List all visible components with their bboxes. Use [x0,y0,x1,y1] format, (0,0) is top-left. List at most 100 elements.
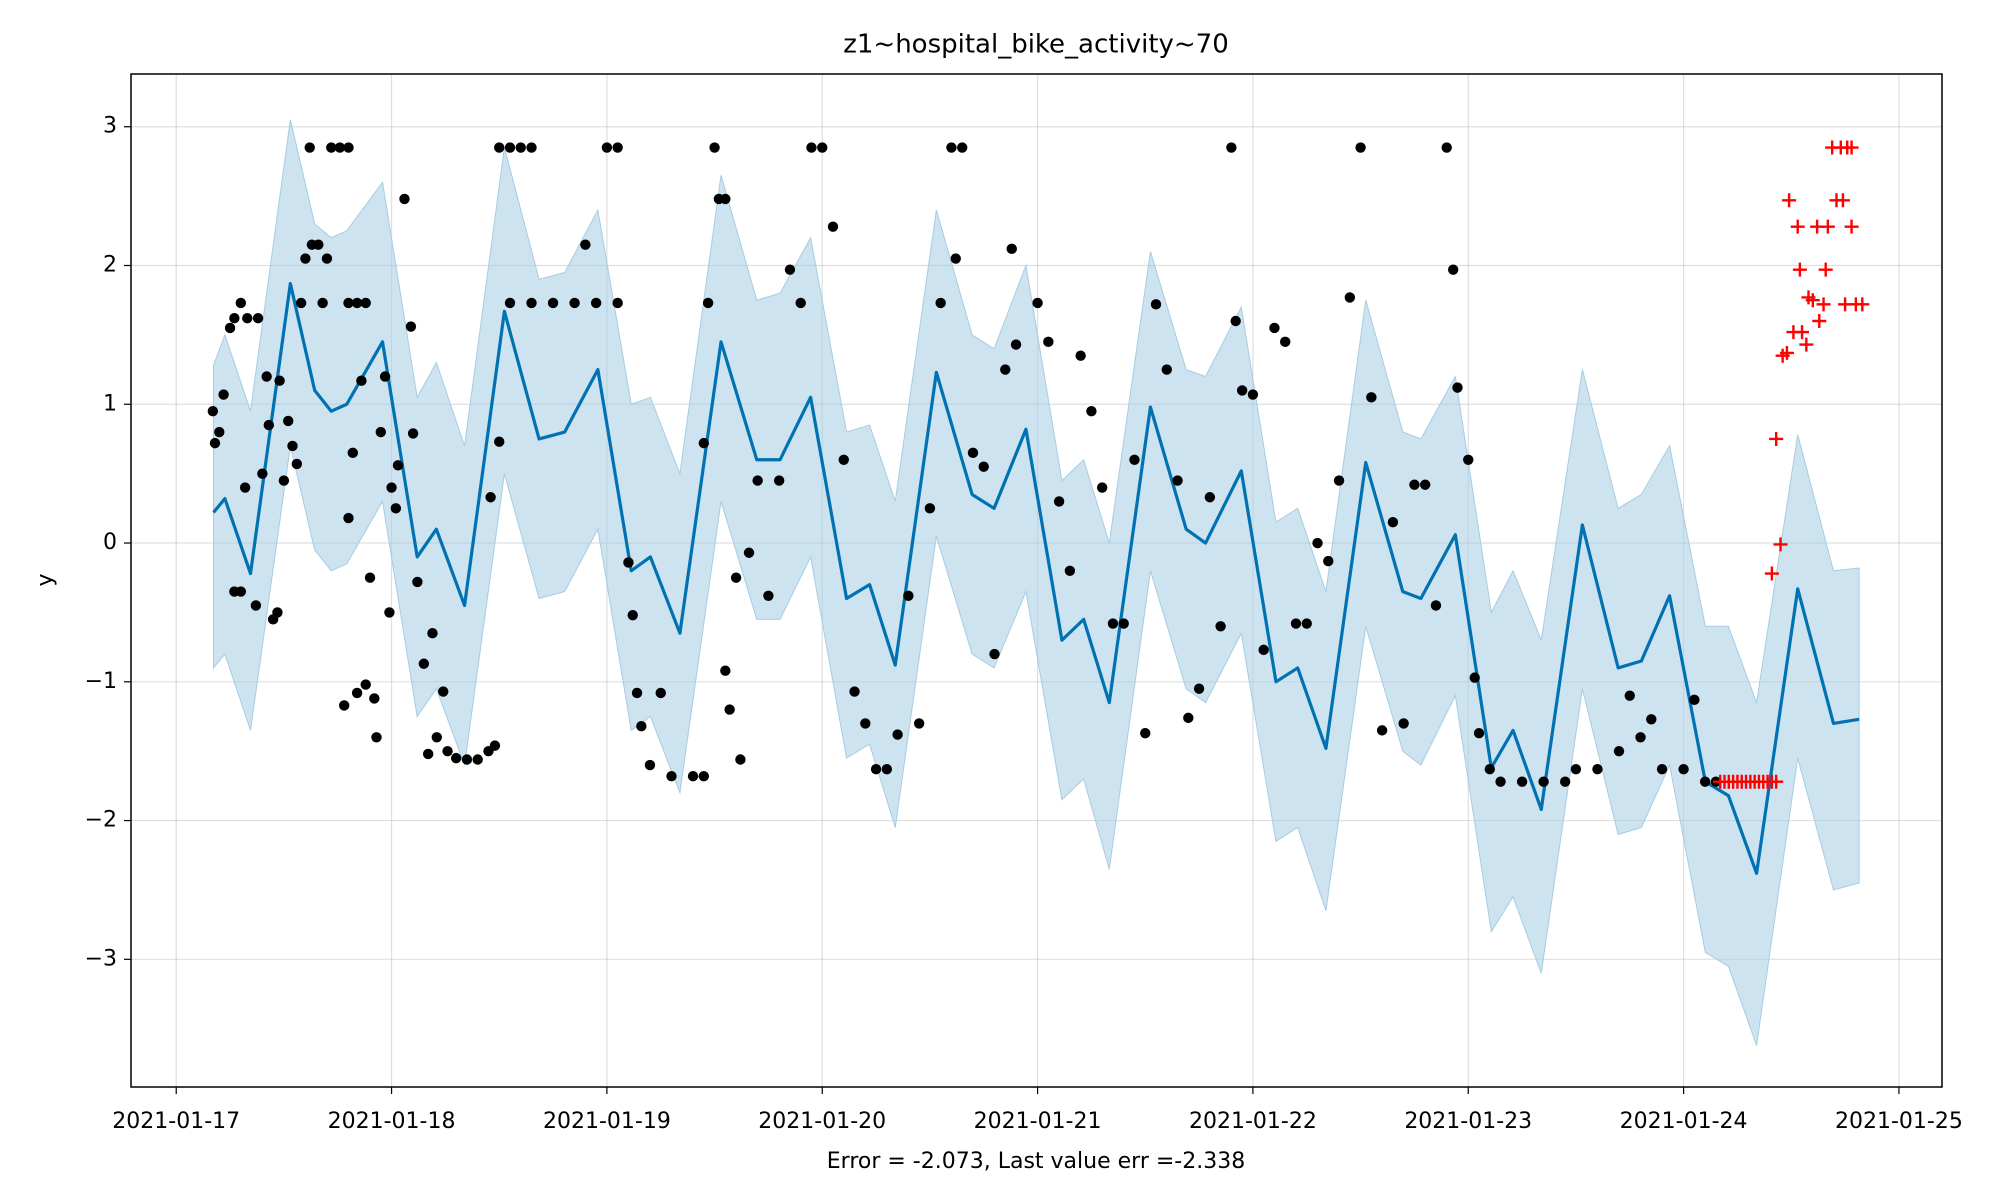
test-point [1844,140,1859,155]
observed-point [1592,764,1603,775]
forecast-line [212,281,1860,875]
observed-point [209,437,221,449]
observed-point [239,482,251,493]
observed-point [1236,385,1248,396]
observed-point [375,426,386,438]
plot-area [131,74,1942,1087]
observed-point [1006,243,1017,255]
observed-point [360,679,371,690]
observed-point [702,297,714,309]
test-point [1779,345,1794,360]
test-point [1818,262,1833,277]
observed-point [1538,776,1549,787]
observed-point [313,239,324,250]
observed-point [405,321,417,332]
observed-point [431,732,442,743]
observed-point [720,193,731,205]
observed-point [1387,517,1399,528]
observed-point [526,297,537,309]
observed-point [504,297,516,309]
observed-point [461,754,473,765]
observed-point [957,142,968,153]
observed-point [724,704,735,715]
observed-point [364,572,376,583]
observed-point [881,764,893,775]
observed-point [569,297,580,309]
observed-point [485,492,496,503]
observed-point [504,142,516,153]
observed-point [207,406,219,417]
observed-point [515,142,526,153]
observed-point [1230,315,1241,327]
observed-point [526,142,537,153]
observed-point [1398,718,1409,729]
observed-point [1452,382,1463,393]
observed-point [1247,389,1259,400]
observed-point [1430,600,1442,611]
observed-point [343,142,354,153]
observed-point [1204,492,1216,503]
test-point [1773,537,1788,552]
observed-point [752,475,763,486]
test-point [1764,566,1779,581]
observed-point [489,740,501,751]
observed-point [1323,555,1334,567]
observed-point [338,700,350,711]
observed-point [666,770,677,782]
observed-point [1140,727,1151,739]
observed-point [282,415,294,427]
observed-point [392,460,404,471]
observed-point [698,437,710,449]
observed-point [263,419,275,431]
observed-point [235,586,247,597]
observed-point [326,142,337,153]
observed-point [735,754,746,765]
observed-point [321,253,333,264]
observed-point [442,745,453,757]
observed-point [1269,322,1280,334]
observed-point [1183,712,1194,724]
observed-point [946,142,957,153]
observed-point [1333,475,1345,486]
test-point [1792,262,1807,277]
observed-point [1678,764,1689,775]
test-point [1812,314,1827,329]
observed-point [1312,537,1323,549]
observed-point [1656,764,1668,775]
uncertainty-band [212,119,1860,1046]
y-tick-label: 2 [103,252,117,277]
observed-point [1161,364,1172,375]
observed-point [860,718,871,729]
observed-point [390,503,402,514]
observed-point [494,436,505,447]
observed-point [295,297,307,309]
x-tick-label: 2021-01-22 [1189,1109,1317,1134]
test-point [1769,431,1784,446]
y-tick-label: 1 [103,391,117,416]
observed-point [1075,350,1086,361]
observed-point [1150,299,1162,310]
y-tick-label: 3 [103,114,117,139]
observed-point [1355,142,1366,153]
observed-point [989,648,1000,660]
observed-point [924,503,936,514]
observed-point [304,142,315,153]
observed-point [612,297,623,309]
observed-point [1409,479,1420,490]
observed-point [655,687,666,699]
observed-point [422,748,434,760]
observed-point [360,297,371,309]
observed-point [317,297,328,309]
observed-point [1064,565,1076,576]
observed-point [1473,727,1485,739]
observed-point [1280,336,1291,348]
observed-point [472,754,483,765]
observed-point [274,375,285,386]
observed-point [356,375,367,386]
observed-point [1366,392,1377,403]
test-point [1782,193,1797,208]
observed-point [369,693,380,704]
test-point [1799,337,1814,352]
test-point [1835,193,1850,208]
